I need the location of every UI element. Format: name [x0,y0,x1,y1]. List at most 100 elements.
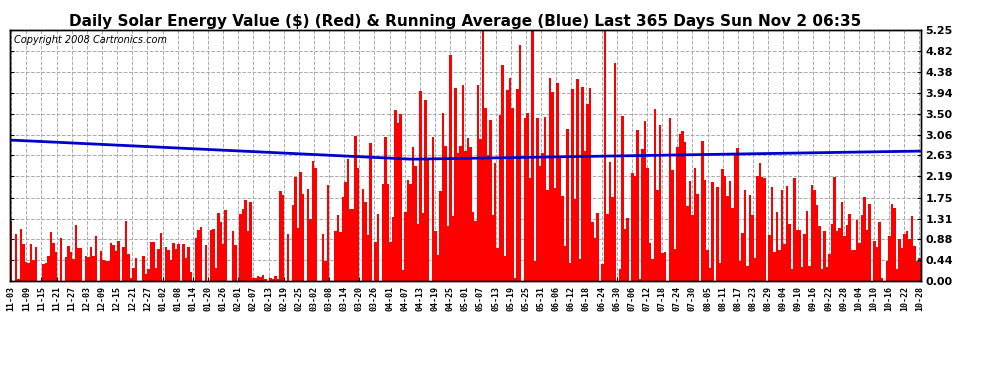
Bar [642,149,644,281]
Bar [686,206,689,281]
Bar [507,90,509,281]
Bar [75,225,77,281]
Bar [125,221,127,281]
Bar [829,254,831,281]
Bar [64,256,67,281]
Bar [346,159,349,281]
Bar [220,222,222,281]
Bar [576,79,579,281]
Bar [863,196,866,281]
Bar [279,190,282,281]
Bar [579,259,581,281]
Bar [195,238,197,281]
Bar [264,279,267,281]
Bar [145,274,148,281]
Bar [115,251,117,281]
Bar [262,275,264,281]
Bar [489,120,491,281]
Bar [768,235,771,281]
Bar [644,121,646,281]
Bar [48,256,50,281]
Bar [217,213,220,281]
Bar [601,264,604,281]
Bar [537,118,539,281]
Bar [164,247,167,281]
Bar [739,261,742,281]
Bar [197,230,200,281]
Bar [127,254,130,281]
Bar [377,214,379,281]
Bar [726,196,729,281]
Bar [689,181,691,281]
Bar [716,188,719,281]
Bar [839,228,841,281]
Bar [427,158,429,281]
Bar [756,176,758,281]
Bar [167,250,169,281]
Bar [349,209,351,281]
Bar [135,258,138,281]
Bar [486,154,489,281]
Bar [574,199,576,281]
Bar [781,190,783,281]
Bar [122,248,125,281]
Bar [594,238,596,281]
Bar [159,232,162,281]
Bar [614,63,616,281]
Bar [110,243,112,281]
Bar [634,176,637,281]
Bar [325,261,327,281]
Bar [169,260,172,281]
Bar [366,235,369,281]
Bar [534,261,537,281]
Bar [798,230,801,281]
Bar [440,191,442,281]
Bar [721,169,724,281]
Bar [553,188,556,281]
Bar [569,263,571,281]
Bar [704,180,706,281]
Bar [451,216,454,281]
Bar [394,110,397,281]
Bar [548,78,551,281]
Bar [841,202,843,281]
Bar [519,45,522,281]
Bar [509,78,512,281]
Bar [748,195,751,281]
Bar [886,261,888,281]
Bar [392,217,394,281]
Bar [112,245,115,281]
Bar [327,184,330,281]
Bar [679,134,681,281]
Bar [72,259,75,281]
Bar [532,30,534,281]
Bar [604,30,606,281]
Bar [706,250,709,281]
Bar [796,230,798,281]
Bar [551,92,553,281]
Bar [67,246,69,281]
Bar [896,269,898,281]
Bar [484,108,486,281]
Bar [364,202,366,281]
Bar [858,243,861,281]
Bar [676,147,679,281]
Bar [771,187,773,281]
Bar [873,242,876,281]
Bar [736,148,739,281]
Bar [182,244,184,281]
Bar [59,238,62,281]
Bar [212,229,215,281]
Bar [763,178,766,281]
Bar [133,268,135,281]
Bar [479,139,481,281]
Bar [446,226,449,281]
Bar [351,209,354,281]
Bar [546,190,548,281]
Bar [743,190,746,281]
Bar [709,268,711,281]
Bar [437,255,440,281]
Bar [778,251,781,281]
Bar [804,234,806,281]
Bar [898,238,901,281]
